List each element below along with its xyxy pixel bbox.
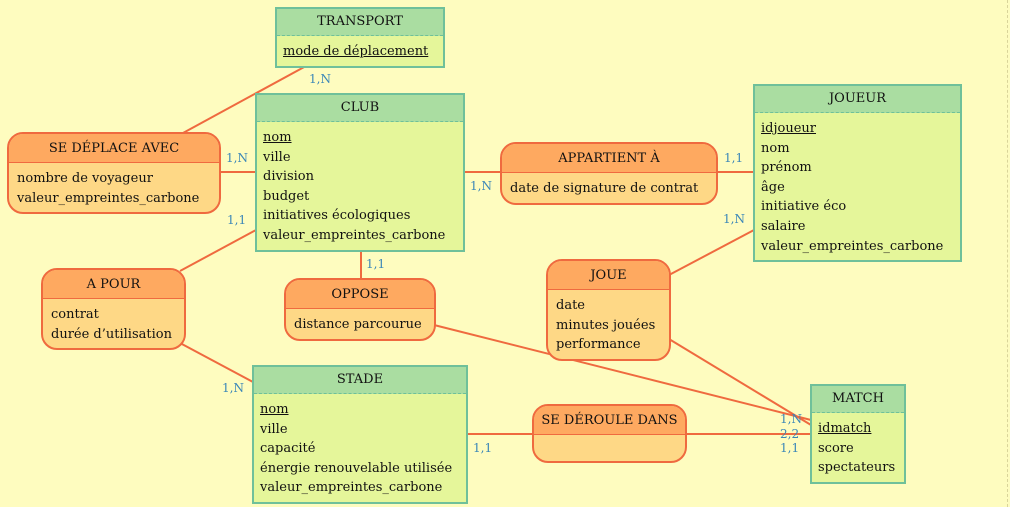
page-edge-divider [1007,0,1010,507]
association-se-deplace-avec[interactable]: SE DÉPLACE AVEC nombre de voyageur valeu… [7,132,221,215]
entity-name: JOUEUR [755,86,960,113]
attribute-key: mode de déplacement [283,44,429,59]
attribute-key: nom [260,402,289,417]
attribute: âge [761,179,785,195]
entity-attributes: mode de déplacement [277,36,443,66]
cardinality-transport-se-deplace: 1,N [309,72,331,86]
attribute: date [556,298,585,313]
association-name: APPARTIENT À [502,144,716,173]
attribute: minutes jouées [556,317,656,333]
attribute: ville [260,421,288,437]
attribute-key: nom [263,130,292,145]
cardinality-match-joue: 2,2 [780,427,800,441]
cardinality-match-se-deroule: 1,1 [780,441,800,455]
attribute: ville [263,149,291,165]
link-joueur-joue [668,229,755,276]
attribute: nom [761,140,790,156]
entity-club[interactable]: CLUB nom ville division budget initiativ… [255,93,465,252]
entity-match[interactable]: MATCH idmatch score spectateurs [810,384,906,484]
attribute: contrat [51,307,99,322]
attribute: score [818,440,854,456]
cardinality-stade-a-pour: 1,N [222,381,244,395]
association-name: JOUE [548,261,669,290]
link-transport-se-deplace [182,65,307,134]
cardinality-stade-se-deroule: 1,1 [473,441,493,455]
cardinality-club-oppose: 1,1 [366,257,386,271]
cardinality-club-appartient: 1,N [470,179,492,193]
attribute: prénom [761,160,812,176]
attribute: durée d’utilisation [51,326,172,342]
attribute: distance parcourue [294,317,422,332]
association-oppose[interactable]: OPPOSE distance parcourue [284,278,436,341]
cardinality-match-oppose: 1,N [780,412,802,426]
attribute: valeur_empreintes_carbone [17,190,200,206]
link-oppose-match [433,324,812,421]
attribute: énergie renouvelable utilisée [260,460,453,476]
attribute: initiatives écologiques [263,208,411,224]
entity-attributes: idjoueur nom prénom âge initiative éco s… [755,113,960,260]
entity-name: MATCH [812,386,904,413]
association-name: A POUR [43,270,184,299]
attribute: valeur_empreintes_carbone [260,480,443,496]
association-attributes: nombre de voyageur valeur_empreintes_car… [9,163,219,212]
link-club-a-pour [179,229,257,272]
entity-attributes: nom ville division budget initiatives éc… [257,122,463,250]
attribute: budget [263,188,310,204]
link-a-pour-stade [179,342,254,383]
attribute: nombre de voyageur [17,171,153,186]
entity-attributes: nom ville capacité énergie renouvelable … [254,394,466,502]
entity-stade[interactable]: STADE nom ville capacité énergie renouve… [252,365,468,504]
entity-name: CLUB [257,95,463,122]
entity-transport[interactable]: TRANSPORT mode de déplacement [275,7,445,68]
attribute: initiative éco [761,199,847,215]
attribute: spectateurs [818,460,896,476]
association-name: OPPOSE [286,280,434,309]
association-joue[interactable]: JOUE date minutes jouées performance [546,259,671,361]
entity-attributes: idmatch score spectateurs [812,413,904,482]
link-joue-match [668,338,812,426]
cardinality-club-a-pour: 1,1 [227,213,247,227]
entity-joueur[interactable]: JOUEUR idjoueur nom prénom âge initiativ… [753,84,962,263]
association-attributes: date minutes jouées performance [548,290,669,359]
attribute: performance [556,337,641,353]
association-attributes: contrat durée d’utilisation [43,299,184,348]
entity-name: TRANSPORT [277,9,443,36]
cardinality-joueur-joue: 1,N [723,212,745,226]
association-name: SE DÉROULE DANS [534,406,685,435]
attribute: valeur_empreintes_carbone [263,227,446,243]
cardinality-club-se-deplace: 1,N [226,151,248,165]
attribute: division [263,169,315,185]
association-appartient-a[interactable]: APPARTIENT À date de signature de contra… [500,142,718,205]
attribute: salaire [761,218,806,234]
entity-name: STADE [254,367,466,394]
association-attributes: distance parcourue [286,309,434,339]
attribute-key: idjoueur [761,121,816,136]
association-attributes: date de signature de contrat [502,173,716,203]
association-a-pour[interactable]: A POUR contrat durée d’utilisation [41,268,186,351]
attribute: capacité [260,441,316,457]
attribute-key: idmatch [818,421,872,436]
cardinality-joueur-appartient: 1,1 [724,151,744,165]
association-se-deroule-dans[interactable]: SE DÉROULE DANS [532,404,687,463]
attribute: valeur_empreintes_carbone [761,238,944,254]
attribute: date de signature de contrat [510,181,699,196]
association-name: SE DÉPLACE AVEC [9,134,219,163]
